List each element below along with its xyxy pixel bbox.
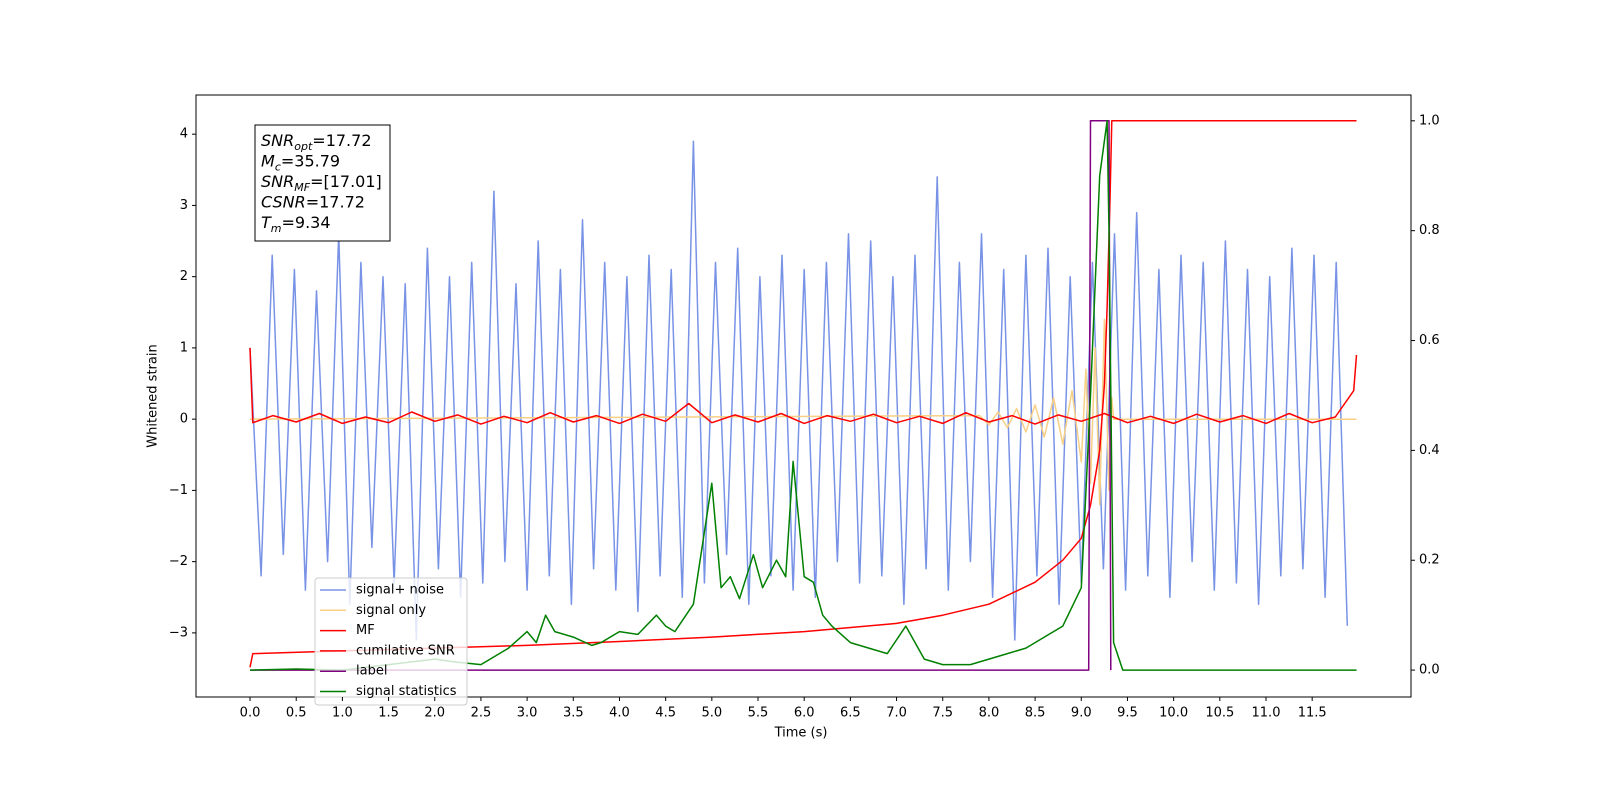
legend-label: MF bbox=[356, 623, 375, 638]
annotation-text: =35.79 bbox=[281, 152, 340, 171]
annotation-symbol: SNR bbox=[261, 131, 294, 150]
x-tick-label: 6.0 bbox=[794, 706, 815, 721]
annotation-text: =17.72 bbox=[306, 193, 365, 212]
legend-label: signal+ noise bbox=[356, 583, 444, 598]
x-tick-label: 4.5 bbox=[655, 706, 676, 721]
x-tick-label: 9.5 bbox=[1117, 706, 1138, 721]
legend: signal+ noise signal only MF cumilative SNR… bbox=[314, 577, 468, 706]
series-line bbox=[249, 347, 1358, 425]
y2-tick-label: 0.0 bbox=[1419, 663, 1440, 678]
y-tick-label: 0 bbox=[180, 412, 188, 427]
x-tick-label: 11.0 bbox=[1252, 706, 1281, 721]
y2-tick-label: 0.2 bbox=[1419, 553, 1440, 568]
legend-label: signal statistics bbox=[356, 684, 457, 699]
x-tick-label: 0.0 bbox=[240, 706, 261, 721]
legend-label: label bbox=[356, 664, 387, 679]
x-tick-label: 8.0 bbox=[979, 706, 1000, 721]
annotation-subscript: c bbox=[275, 161, 281, 174]
legend-label: cumilative SNR bbox=[356, 643, 455, 658]
annotation-symbol: M bbox=[261, 152, 275, 171]
x-tick-label: 0.5 bbox=[286, 706, 307, 721]
annotation-subscript: MF bbox=[294, 181, 310, 194]
y-tick-label: 4 bbox=[180, 127, 188, 142]
y-tick-label: −1 bbox=[169, 483, 188, 498]
series-line bbox=[249, 120, 1357, 671]
x-tick-label: 3.5 bbox=[563, 706, 584, 721]
annotation-box: SNRopt=17.72Mc=35.79SNRMF=[17.01]CSNR=17… bbox=[254, 124, 391, 242]
x-tick-label: 2.0 bbox=[424, 706, 445, 721]
x-tick-label: 5.0 bbox=[701, 706, 722, 721]
x-tick-label: 8.5 bbox=[1025, 706, 1046, 721]
annotation-text: =[17.01] bbox=[310, 172, 382, 191]
x-tick-label: 1.5 bbox=[378, 706, 399, 721]
legend-label: signal only bbox=[356, 603, 426, 618]
x-tick-label: 3.0 bbox=[517, 706, 538, 721]
x-tick-label: 10.5 bbox=[1205, 706, 1234, 721]
y-tick-label: 3 bbox=[180, 198, 188, 213]
x-tick-label: 4.0 bbox=[609, 706, 630, 721]
y2-tick-label: 0.8 bbox=[1419, 223, 1440, 238]
annotation-text: =9.34 bbox=[282, 213, 331, 232]
x-tick-label: 7.0 bbox=[886, 706, 907, 721]
x-tick-label: 1.0 bbox=[332, 706, 353, 721]
x-tick-label: 6.5 bbox=[840, 706, 861, 721]
annotation-frame bbox=[254, 124, 391, 242]
y-axis-label: Whitened strain bbox=[146, 344, 161, 447]
annotation-text: =17.72 bbox=[312, 131, 371, 150]
annotation-line: SNRopt=17.72 bbox=[261, 131, 372, 153]
annotation-symbol: T bbox=[261, 213, 272, 232]
legend-frame bbox=[314, 577, 468, 706]
y-tick-label: −3 bbox=[169, 625, 188, 640]
x-tick-label: 5.5 bbox=[748, 706, 769, 721]
axes-frame bbox=[195, 94, 1412, 698]
x-tick-label: 9.0 bbox=[1071, 706, 1092, 721]
annotation-line: SNRMF=[17.01] bbox=[261, 172, 382, 194]
y-tick-label: −2 bbox=[169, 554, 188, 569]
annotation-subscript: m bbox=[271, 222, 282, 235]
annotation-line: Tm=9.34 bbox=[261, 213, 331, 235]
y-tick-label: 2 bbox=[180, 269, 188, 284]
y2-tick-label: 0.4 bbox=[1419, 443, 1440, 458]
annotation-symbol: SNR bbox=[261, 172, 294, 191]
annotation-line: Mc=35.79 bbox=[261, 152, 340, 174]
x-axis-label: Time (s) bbox=[774, 726, 828, 741]
x-tick-label: 11.5 bbox=[1298, 706, 1327, 721]
x-tick-label: 2.5 bbox=[471, 706, 492, 721]
series-line bbox=[249, 140, 1349, 641]
x-tick-label: 10.0 bbox=[1159, 706, 1188, 721]
x-tick-label: 7.5 bbox=[932, 706, 953, 721]
annotation-line: CSNR=17.72 bbox=[261, 193, 365, 212]
annotation-symbol: CSNR bbox=[261, 193, 306, 212]
y2-tick-label: 0.6 bbox=[1419, 333, 1440, 348]
annotation-subscript: opt bbox=[294, 140, 313, 153]
y2-tick-label: 1.0 bbox=[1419, 113, 1440, 128]
y-tick-label: 1 bbox=[180, 340, 188, 355]
